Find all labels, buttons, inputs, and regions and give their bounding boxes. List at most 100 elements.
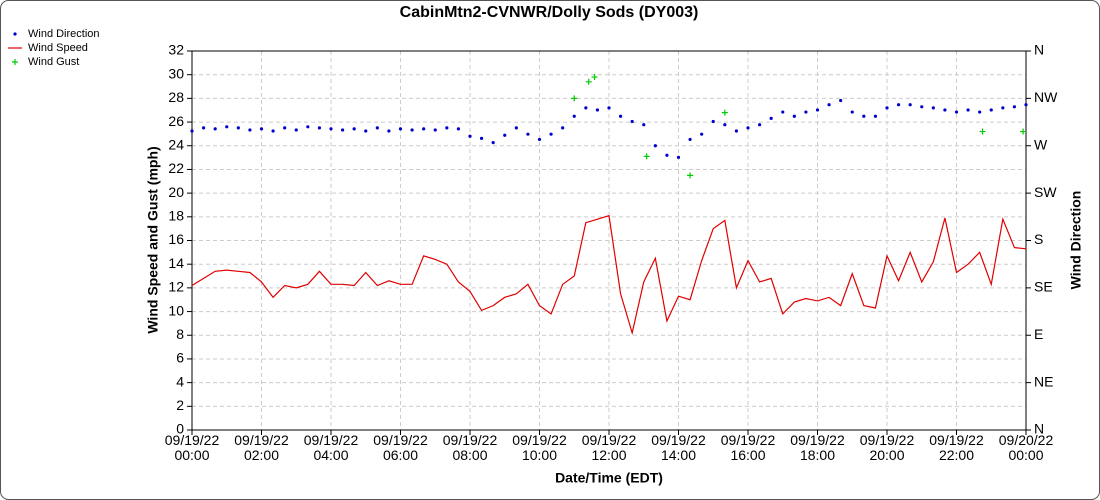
x-tick-label: 09/19/22 22:00 — [929, 432, 984, 463]
direction-point — [503, 133, 507, 137]
direction-point — [387, 129, 391, 133]
direction-point — [954, 110, 959, 114]
direction-point — [491, 140, 495, 145]
y2-tick-label: SW — [1034, 184, 1057, 200]
speed-line — [191, 214, 1027, 336]
direction-point — [514, 126, 518, 130]
x-tick-label: 09/19/22 14:00 — [651, 432, 706, 463]
y-tick-label: 2 — [176, 397, 184, 413]
x-tick-label: 09/19/22 12:00 — [581, 432, 637, 463]
direction-point — [781, 110, 785, 114]
legend-marker — [13, 32, 17, 36]
x-tick-label: 09/19/22 18:00 — [790, 432, 845, 463]
y-tick-label: 12 — [168, 279, 184, 295]
direction-point — [561, 126, 565, 130]
direction-point — [896, 103, 901, 107]
x-tick-label: 09/19/22 06:00 — [373, 432, 428, 463]
x-tick-label: 09/20/22 00:00 — [998, 432, 1054, 463]
y2-tick-label: SE — [1034, 279, 1053, 295]
direction-point — [468, 134, 472, 138]
x-tick-label: 09/19/22 10:00 — [512, 432, 567, 463]
direction-point — [711, 119, 715, 124]
direction-point — [688, 137, 692, 142]
direction-point — [456, 127, 461, 131]
y2-tick-label: N — [1034, 421, 1044, 437]
chart-title: CabinMtn2-CVNWR/Dolly Sods (DY003) — [400, 4, 699, 21]
direction-point — [294, 128, 298, 132]
direction-point — [549, 132, 553, 136]
direction-point — [537, 137, 542, 142]
direction-point — [943, 108, 947, 112]
direction-point — [815, 108, 820, 112]
y-axis-label: Wind Speed and Gust (mph) — [145, 146, 161, 333]
direction-point — [479, 136, 484, 140]
direction-point — [966, 108, 970, 112]
direction-point — [410, 128, 414, 132]
direction-point — [642, 123, 646, 127]
direction-point — [422, 127, 426, 131]
y-tick-label: 6 — [176, 350, 184, 366]
y-tick-label: 32 — [168, 42, 184, 58]
y2-tick-label: NW — [1034, 89, 1058, 105]
direction-point — [201, 126, 206, 130]
y-tick-label: 14 — [168, 255, 184, 271]
gust-point — [979, 128, 986, 135]
direction-point — [1012, 105, 1017, 109]
direction-point — [190, 129, 194, 133]
gust-point — [687, 172, 694, 179]
direction-point — [595, 108, 600, 112]
y2-tick-label: S — [1034, 231, 1043, 247]
x-tick-label: 09/19/22 04:00 — [303, 432, 359, 463]
direction-point — [931, 106, 935, 110]
gust-point — [585, 78, 592, 85]
direction-point — [1001, 106, 1005, 110]
y-tick-label: 26 — [168, 113, 184, 129]
direction-point — [769, 116, 773, 120]
x-tick-label: 09/19/22 00:00 — [164, 432, 220, 463]
y-tick-label: 4 — [176, 373, 184, 389]
x-tick-label: 09/19/22 02:00 — [234, 432, 289, 463]
direction-point — [352, 127, 356, 131]
y-tick-label: 30 — [168, 65, 184, 81]
direction-point — [908, 103, 912, 107]
direction-point — [329, 127, 333, 131]
direction-point — [989, 108, 993, 112]
direction-point — [375, 126, 379, 130]
direction-point — [862, 114, 866, 118]
legend-label: Wind Speed — [28, 42, 88, 54]
direction-point — [700, 132, 704, 136]
direction-point — [584, 106, 588, 110]
direction-point — [885, 106, 889, 110]
y-tick-label: 22 — [168, 160, 184, 176]
direction-point — [839, 98, 843, 103]
gust-point — [1020, 128, 1027, 135]
direction-point — [259, 127, 264, 131]
direction-point — [526, 132, 530, 136]
direction-point — [746, 126, 750, 130]
direction-point — [1024, 103, 1028, 107]
x-tick-label: 09/19/22 16:00 — [720, 432, 776, 463]
direction-point — [248, 128, 252, 132]
direction-point — [630, 119, 634, 124]
x-axis-label: Date/Time (EDT) — [555, 470, 663, 486]
direction-point — [850, 110, 854, 114]
direction-point — [723, 123, 727, 127]
direction-point — [306, 125, 310, 129]
y-tick-label: 10 — [168, 302, 184, 318]
direction-point — [618, 114, 623, 118]
y-tick-label: 24 — [168, 136, 184, 152]
y2-tick-label: N — [1034, 42, 1044, 58]
gust-point — [643, 153, 650, 160]
y-tick-label: 20 — [168, 184, 184, 200]
y-tick-label: 16 — [168, 231, 184, 247]
direction-point — [340, 128, 345, 132]
gust-point — [591, 74, 598, 81]
x-tick-label: 09/19/22 20:00 — [859, 432, 915, 463]
direction-point — [792, 114, 796, 118]
direction-point — [398, 127, 403, 131]
direction-point — [225, 125, 229, 129]
direction-point — [213, 127, 217, 131]
